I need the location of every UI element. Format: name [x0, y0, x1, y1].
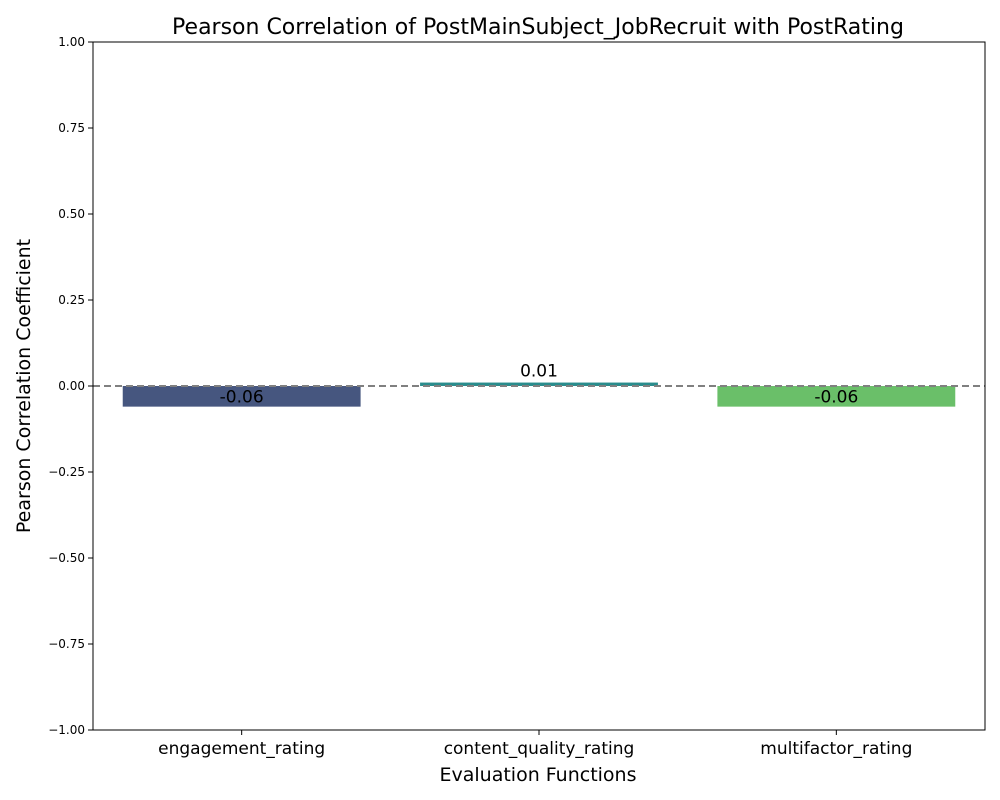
- bar-value-label: -0.06: [814, 388, 858, 408]
- y-tick-label: 0.25: [58, 293, 85, 307]
- bar-value-label: 0.01: [520, 362, 558, 382]
- bar: [122, 386, 361, 407]
- plot-area: 1.00 0.75 0.50 0.25 0.00 −0.25 −0.50 −0.75 −1.00…: [48, 35, 986, 759]
- x-tick-label: content_quality_rating: [444, 739, 635, 759]
- y-axis-label: Pearson Correlation Coefficient: [13, 239, 35, 533]
- bar: [717, 386, 956, 407]
- y-tick-label: −1.00: [48, 723, 85, 737]
- x-tick-label: engagement_rating: [158, 739, 325, 759]
- plot-frame: [92, 41, 986, 731]
- y-tick-label: 0.75: [58, 121, 85, 135]
- chart-title: Pearson Correlation of PostMainSubject_J…: [172, 15, 904, 40]
- bar: [420, 382, 658, 386]
- y-tick-label: −0.75: [48, 637, 85, 651]
- y-tick-label: 0.50: [58, 207, 85, 221]
- y-tick-label: −0.25: [48, 465, 85, 479]
- y-tick-label: 1.00: [58, 35, 85, 49]
- bar-value-label: -0.06: [220, 388, 264, 408]
- y-tick-label: 0.00: [58, 379, 85, 393]
- x-tick-label: multifactor_rating: [760, 739, 912, 759]
- y-tick-label: −0.50: [48, 551, 85, 565]
- x-axis-label: Evaluation Functions: [439, 764, 636, 786]
